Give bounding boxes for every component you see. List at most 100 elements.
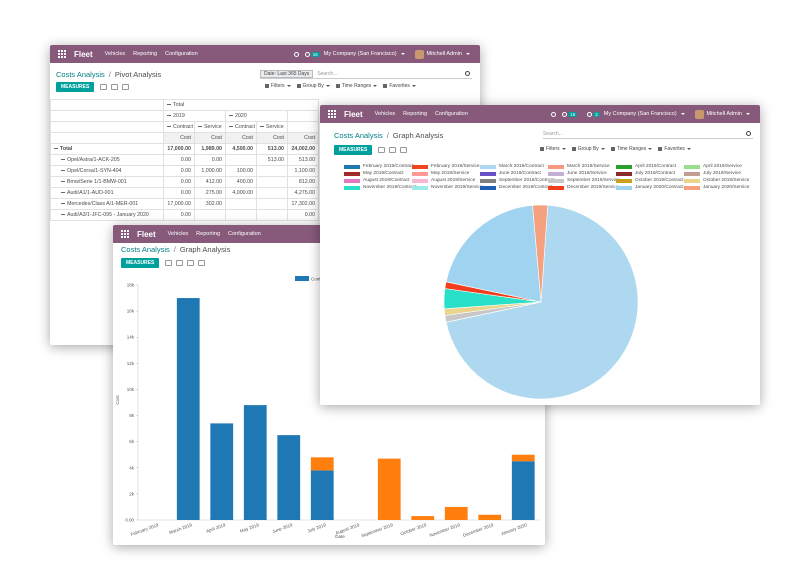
legend-item[interactable]: April 2019/Service <box>684 163 752 170</box>
menu-item[interactable]: Reporting <box>133 51 158 57</box>
view-icon-button[interactable] <box>378 147 386 153</box>
row-header[interactable]: Opel/Corsa/1-SYN-404 <box>50 165 164 177</box>
view-icon-button[interactable] <box>400 147 408 153</box>
grid-dot <box>121 236 123 238</box>
menu-item[interactable]: Vehicles <box>167 231 189 237</box>
legend-item[interactable]: March 2019/Service <box>548 163 616 170</box>
legend-item[interactable]: March 2019/Contract <box>480 163 548 170</box>
menu-item[interactable]: Configuration <box>165 51 198 57</box>
pivot-row: Total 17,000.00 1,989.00 4,500.00 513.00 24,0… <box>50 143 320 155</box>
filters-menu[interactable]: Filters <box>271 83 285 89</box>
legend-item[interactable]: September 2019/Contract <box>480 177 554 184</box>
legend-item[interactable]: August 2019/Contract <box>344 177 412 184</box>
legend-item[interactable]: May 2019/Contract <box>344 170 412 177</box>
company-switcher[interactable]: My Company (San Francisco) <box>323 51 397 57</box>
filters-menu[interactable]: Filters <box>546 146 560 152</box>
phone-icon[interactable] <box>551 111 557 117</box>
favorites-menu[interactable]: Favorites <box>389 83 410 89</box>
user-menu[interactable]: Mitchell Admin <box>426 51 462 57</box>
search-input[interactable]: Search... <box>543 130 564 137</box>
view-icon-button[interactable] <box>198 260 206 266</box>
menu-item[interactable]: Reporting <box>196 231 221 237</box>
row-header[interactable]: Mercedes/Class A/1-MER-001 <box>50 198 164 210</box>
legend-item[interactable]: December 2019/Contract <box>480 184 553 191</box>
legend-item[interactable]: August 2019/Service <box>412 177 480 184</box>
legend-item[interactable]: February 2019/Service <box>412 163 480 170</box>
view-icon-button[interactable] <box>187 260 195 266</box>
legend-item[interactable]: November 2019/Service <box>412 184 482 191</box>
group-by-menu[interactable]: Group By <box>577 146 599 152</box>
legend-item[interactable]: July 2019/Contract <box>616 170 684 177</box>
menu-item[interactable]: Configuration <box>435 111 468 117</box>
pivot-header[interactable]: Contract <box>163 121 195 133</box>
apps-menu-icon[interactable] <box>328 110 336 118</box>
phone-icon[interactable] <box>293 51 299 57</box>
menu-item[interactable]: Reporting <box>403 111 428 117</box>
legend-item[interactable]: June 2019/Contract <box>480 170 548 177</box>
row-header[interactable]: Opel/Astra/1-ACK-205 <box>50 154 164 166</box>
measures-button[interactable]: MEASURES <box>334 145 373 155</box>
view-icon-button[interactable] <box>176 260 184 266</box>
user-menu[interactable]: Mitchell Admin <box>706 111 742 117</box>
menu-item[interactable]: Vehicles <box>104 51 126 57</box>
view-icon-button[interactable] <box>100 84 108 90</box>
legend-item[interactable]: January 2020/Service <box>684 184 752 191</box>
row-header[interactable]: Total <box>50 143 164 155</box>
legend-item[interactable]: December 2019/Service <box>548 184 618 191</box>
pivot-header[interactable]: Service <box>194 121 226 133</box>
favorites-menu[interactable]: Favorites <box>664 146 685 152</box>
search-icon[interactable] <box>465 71 470 76</box>
menu-item[interactable]: Vehicles <box>374 111 396 117</box>
legend-item[interactable]: November 2019/Contract <box>344 184 417 191</box>
pivot-header[interactable]: Contract <box>225 121 257 133</box>
pie-slice <box>445 204 639 400</box>
view-icon-button[interactable] <box>165 260 173 266</box>
measures-button[interactable]: MEASURES <box>56 82 95 92</box>
pivot-row: Audi/A1/1-AUD-001 0.00 275.00 4,000.00 4,275… <box>50 187 320 199</box>
breadcrumb-link[interactable]: Costs Analysis <box>334 131 383 140</box>
breadcrumb-link[interactable]: Costs Analysis <box>56 70 105 79</box>
legend-item[interactable]: June 2019/Service <box>548 170 616 177</box>
breadcrumb-link[interactable]: Costs Analysis <box>121 245 170 254</box>
legend-item[interactable]: February 2019/Contract <box>344 163 414 170</box>
time-ranges-menu[interactable]: Time Ranges <box>341 83 372 89</box>
systray-icon[interactable] <box>304 51 310 57</box>
grid-dot <box>61 53 63 55</box>
legend-item[interactable]: October 2019/Service <box>684 177 752 184</box>
row-header[interactable]: Bmw/Serie 1/1-BMW-001 <box>50 176 164 188</box>
time-ranges-menu[interactable]: Time Ranges <box>616 146 647 152</box>
pivot-cell: 24,002.00 <box>286 143 320 155</box>
legend-item[interactable]: April 2019/Contract <box>616 163 684 170</box>
pivot-header[interactable]: Total <box>162 99 320 111</box>
row-label: Audi/A1/1-AUD-001 <box>67 190 114 196</box>
group-by-menu[interactable]: Group By <box>302 83 324 89</box>
view-icon-button[interactable] <box>122 84 130 90</box>
legend-item[interactable]: July 2019/Service <box>684 170 752 177</box>
pivot-header[interactable]: 2020 <box>225 110 288 122</box>
pivot-cell: 275.00 <box>194 187 226 199</box>
row-header[interactable]: Audi/A1/1-AUD-001 <box>50 187 164 199</box>
legend-item[interactable]: January 2020/Contract <box>616 184 684 191</box>
view-icon-button[interactable] <box>111 84 119 90</box>
search-icon[interactable] <box>746 131 751 136</box>
pivot-cell: 17,000.00 <box>163 198 195 210</box>
row-header[interactable]: Audi/A3/1-JFC-095 - January 2020 <box>50 209 164 221</box>
apps-menu-icon[interactable] <box>58 50 66 58</box>
legend-item[interactable]: October 2019/Contract <box>616 177 684 184</box>
measures-button[interactable]: MEASURES <box>121 258 160 268</box>
pivot-header[interactable]: 2019 <box>163 110 226 122</box>
x-tick-label: June 2019 <box>272 522 294 534</box>
apps-menu-icon[interactable] <box>121 230 129 238</box>
legend-item[interactable]: May 2019/Service <box>412 170 480 177</box>
search-input[interactable]: Search... <box>317 70 338 77</box>
header-label: Service <box>204 124 222 130</box>
legend-item[interactable]: September 2019/Service <box>548 177 620 184</box>
pivot-header[interactable]: Service <box>256 121 288 133</box>
company-switcher[interactable]: My Company (San Francisco) <box>603 111 677 117</box>
systray-icon[interactable] <box>587 111 593 117</box>
systray-icon[interactable] <box>562 111 568 117</box>
view-icon-button[interactable] <box>389 147 397 153</box>
menu-item[interactable]: Configuration <box>228 231 261 237</box>
legend-label[interactable]: Contract <box>311 277 329 282</box>
x-tick-label: March 2019 <box>169 522 194 535</box>
